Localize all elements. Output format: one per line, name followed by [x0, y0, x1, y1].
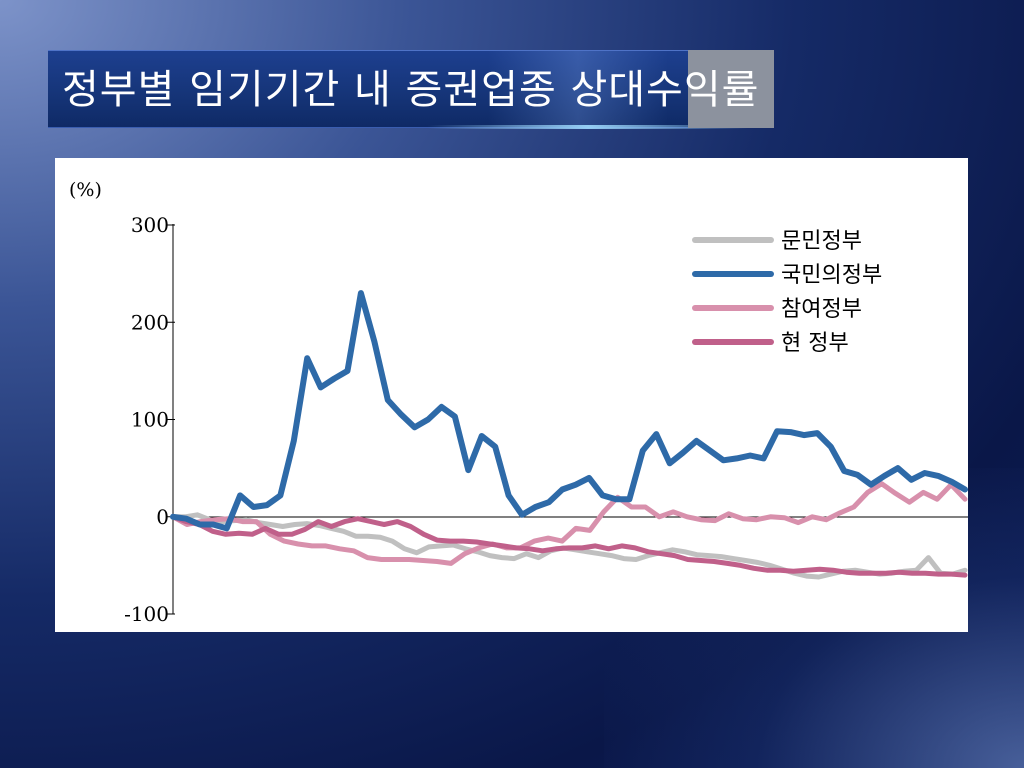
y-axis-unit-label: (%): [69, 179, 102, 201]
legend-label-1: 국민의정부: [781, 263, 882, 288]
legend-label-0: 문민정부: [781, 229, 862, 254]
legend-label-2: 참여정부: [781, 297, 862, 322]
y-tick-label: 200: [131, 310, 169, 334]
series-line-2: [170, 481, 968, 566]
y-tick-label: 0: [156, 505, 169, 529]
title-shine: [488, 51, 668, 127]
series-lines: [170, 290, 968, 580]
title-bar: [48, 50, 774, 129]
y-tick-label: 300: [131, 213, 169, 237]
series-line-1: [170, 290, 968, 532]
y-ticks: 300 200 100 0 -100: [124, 213, 175, 626]
slide-title: 정부별 임기기간 내 증권업종 상대수익률: [62, 67, 760, 113]
title-accent-block: [688, 50, 774, 128]
title-bottom-glow: [428, 125, 748, 129]
legend-label-3: 현 정부: [781, 331, 849, 356]
y-tick-label: -100: [124, 602, 169, 626]
y-tick-label: 100: [131, 408, 169, 432]
series-line-3: [170, 514, 968, 578]
